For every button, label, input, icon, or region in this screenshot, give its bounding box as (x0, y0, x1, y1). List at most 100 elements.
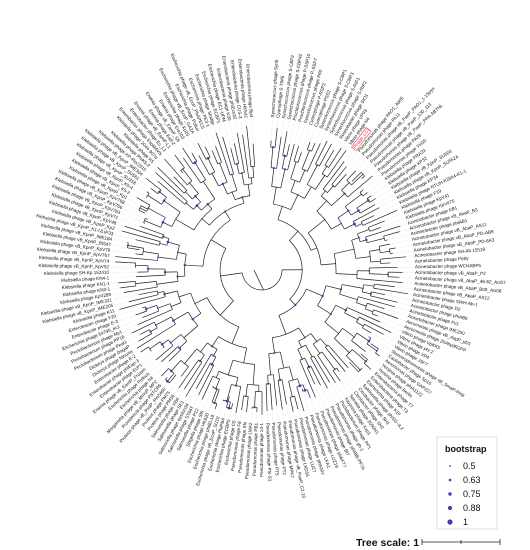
tree-branch (183, 325, 199, 339)
bootstrap-marker (364, 360, 367, 363)
tree-branch (351, 173, 364, 186)
tree-branch (250, 177, 253, 184)
leaf-guide (343, 148, 354, 162)
tree-branch (222, 136, 234, 175)
bootstrap-marker (362, 287, 364, 290)
tree-branch (167, 373, 175, 382)
tree-branch (219, 300, 234, 316)
bootstrap-marker (218, 162, 221, 164)
tree-branch (127, 247, 140, 251)
bootstrap-marker (353, 222, 356, 226)
leaf-guide (218, 400, 224, 416)
tree-branch (211, 336, 219, 347)
tree-branch (164, 290, 178, 295)
bootstrap-marker (181, 168, 184, 170)
tree-branch (215, 146, 222, 163)
legend-marker (448, 478, 452, 482)
tree-branch (383, 231, 400, 237)
bootstrap-marker (147, 207, 150, 210)
leaf-guide (118, 218, 141, 227)
tree-branch (120, 285, 136, 289)
tree-branch (277, 369, 281, 380)
tree-branch (355, 223, 363, 227)
tree-branch (306, 141, 311, 150)
bootstrap-marker (157, 292, 159, 294)
leaf-label: Pseudomonas phage PT5 (271, 422, 280, 476)
leaf-guide (183, 139, 193, 154)
tree-branch (138, 290, 158, 296)
bootstrap-marker (369, 292, 372, 295)
leaf-guide (251, 118, 254, 144)
tree-branch (268, 353, 271, 375)
tree-branch (219, 163, 228, 183)
leaf-guide (377, 315, 404, 327)
tree-branch (128, 294, 159, 303)
tree-branch (145, 178, 162, 191)
leaf-guide (407, 293, 413, 295)
bootstrap-marker (340, 222, 342, 224)
bootstrap-marker (243, 362, 245, 364)
bootstrap-marker (329, 312, 332, 316)
leaf-guide (394, 286, 413, 290)
tree-branch (215, 371, 220, 378)
tree-branch (138, 333, 152, 342)
tree-branch (252, 143, 256, 167)
bootstrap-marker (301, 268, 303, 271)
leaf-guide (367, 179, 385, 193)
leaf-guide (240, 119, 243, 135)
tree-branch (202, 181, 216, 200)
bootstrap-marker (296, 194, 299, 196)
tree-branch (289, 366, 294, 381)
tree-branch (289, 298, 296, 306)
leaf-guide (397, 208, 402, 211)
tree-branch (331, 223, 342, 230)
leaf-guide (136, 184, 147, 192)
leaf-guide (380, 218, 406, 228)
bootstrap-marker (253, 406, 256, 409)
tree-branch (362, 209, 398, 226)
tree-branch (138, 209, 146, 214)
bootstrap-marker (211, 172, 213, 175)
leaf-guide (250, 408, 253, 422)
tree-branch (380, 262, 391, 264)
leaf-label: Klebsiella phage KN4-1 (61, 275, 110, 283)
bootstrap-marker (267, 382, 270, 385)
tree-branch (351, 237, 359, 241)
leaf-label: Klebsiella phage KN1-1 (62, 281, 111, 290)
tree-branch (321, 166, 328, 174)
bootstrap-marker (166, 240, 170, 244)
tree-branch (171, 302, 182, 307)
tree-branch (150, 327, 158, 332)
legend-title: bootstrap (445, 444, 487, 454)
leaf-guide (294, 122, 300, 145)
tree-branch (140, 205, 148, 210)
tree-branch (298, 341, 302, 348)
bootstrap-markers (126, 146, 390, 410)
tree-branch (224, 211, 231, 221)
leaf-guide (213, 125, 217, 133)
tree-branch (311, 143, 316, 152)
leaf-guide (270, 118, 273, 141)
tree-branch (179, 340, 188, 349)
tree-branch (290, 194, 299, 210)
tree-branch (195, 195, 201, 203)
tree-branch (180, 170, 183, 174)
tree-branch (389, 247, 396, 250)
tree-branch (337, 210, 349, 219)
tree-branch (182, 147, 194, 165)
tree-branch (231, 403, 233, 409)
leaf-guide (193, 394, 199, 406)
highlight-box (351, 127, 372, 152)
tree-branch (230, 148, 236, 165)
tree-branch (368, 336, 372, 339)
bootstrap-marker (170, 305, 172, 308)
leaf-guide (387, 234, 410, 241)
bootstrap-marker (221, 182, 225, 186)
tree-branch (370, 295, 398, 303)
bootstrap-marker (157, 256, 159, 258)
tree-branch (384, 239, 388, 241)
leaf-guide (368, 336, 391, 351)
tree-branch (243, 347, 248, 363)
tree-branch (182, 168, 193, 182)
tree-branch (361, 215, 375, 223)
